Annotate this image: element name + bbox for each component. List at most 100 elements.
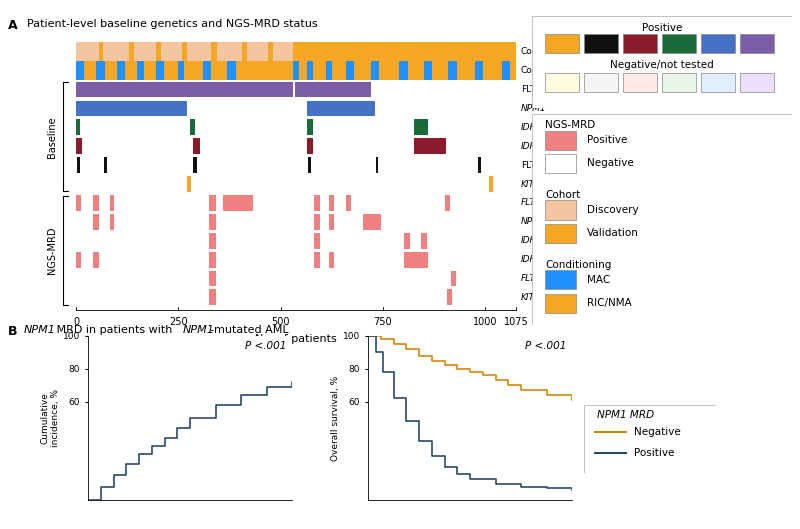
Bar <box>295 81 370 97</box>
Bar <box>623 34 657 53</box>
Text: NPM1: NPM1 <box>24 325 56 335</box>
Bar <box>329 214 334 230</box>
Bar <box>421 233 426 249</box>
Bar <box>156 42 161 61</box>
Y-axis label: Cumulative
incidence, %: Cumulative incidence, % <box>41 389 60 447</box>
Bar <box>194 157 197 173</box>
Text: No. of patients: No. of patients <box>255 334 337 344</box>
Text: MRD in patients with: MRD in patients with <box>53 325 176 335</box>
Bar <box>701 74 734 92</box>
Text: KIT: KIT <box>521 179 535 188</box>
Text: NGS-MRD: NGS-MRD <box>545 120 595 130</box>
Bar <box>545 270 576 289</box>
Text: FLT3-TKD: FLT3-TKD <box>521 274 562 283</box>
Text: IDH2: IDH2 <box>521 142 543 151</box>
Bar <box>93 195 99 211</box>
Bar <box>190 120 194 135</box>
Text: Conditioning: Conditioning <box>521 66 578 75</box>
Bar <box>164 61 178 80</box>
Text: 750: 750 <box>374 317 392 327</box>
Bar <box>98 42 102 61</box>
Text: Cohort: Cohort <box>521 47 551 56</box>
Bar <box>545 34 578 53</box>
Text: P <.001: P <.001 <box>525 341 566 351</box>
Text: NGS-MRD: NGS-MRD <box>47 226 57 274</box>
Bar <box>242 42 247 61</box>
Text: NPM1: NPM1 <box>182 325 214 335</box>
Bar <box>701 34 734 53</box>
Bar <box>185 61 203 80</box>
Text: NPM1 MRD: NPM1 MRD <box>597 410 654 420</box>
Bar <box>623 74 657 92</box>
Text: FLT3-TKD: FLT3-TKD <box>521 161 562 170</box>
Bar <box>110 195 114 211</box>
Text: FLT3-ITD: FLT3-ITD <box>521 198 560 207</box>
Text: Cohort: Cohort <box>545 190 580 200</box>
Bar <box>432 61 449 80</box>
Bar <box>76 81 293 97</box>
Bar <box>314 61 326 80</box>
Bar <box>308 157 311 173</box>
Bar <box>404 233 410 249</box>
Bar <box>362 214 381 230</box>
Text: 1075: 1075 <box>504 317 528 327</box>
Bar <box>209 233 216 249</box>
Bar <box>354 61 370 80</box>
Bar <box>478 157 482 173</box>
Text: FLT3-ITD: FLT3-ITD <box>521 85 559 94</box>
Bar <box>209 214 216 230</box>
Bar <box>490 176 494 192</box>
Text: 0: 0 <box>73 317 79 327</box>
Bar <box>307 138 314 154</box>
Bar <box>293 42 516 61</box>
Bar <box>110 214 114 230</box>
Bar <box>457 61 475 80</box>
Text: P <.001: P <.001 <box>245 341 286 351</box>
Text: Negative: Negative <box>586 159 634 168</box>
Bar <box>105 61 117 80</box>
Bar <box>307 101 374 116</box>
Bar <box>379 61 399 80</box>
Bar <box>545 154 576 173</box>
Bar <box>376 157 378 173</box>
Bar <box>584 34 618 53</box>
Bar <box>209 270 216 286</box>
Bar <box>209 289 216 305</box>
Bar <box>483 61 502 80</box>
Text: Validation: Validation <box>586 229 638 238</box>
Bar <box>211 61 227 80</box>
Text: IDH2: IDH2 <box>521 255 543 264</box>
Bar <box>314 195 320 211</box>
Text: Discovery: Discovery <box>586 205 638 215</box>
Bar <box>545 74 578 92</box>
Bar <box>76 138 82 154</box>
Bar <box>76 252 81 268</box>
Bar <box>182 42 187 61</box>
Bar <box>510 61 516 80</box>
Bar <box>329 195 334 211</box>
Text: Patient-level baseline genetics and NGS-MRD status: Patient-level baseline genetics and NGS-… <box>20 19 318 29</box>
Bar <box>740 34 774 53</box>
Bar <box>76 120 80 135</box>
Text: 250: 250 <box>169 317 188 327</box>
Text: Positive: Positive <box>586 135 627 145</box>
Text: B: B <box>8 325 18 339</box>
Bar <box>236 61 293 80</box>
Text: Negative: Negative <box>634 427 681 437</box>
Bar <box>346 195 351 211</box>
Bar <box>222 195 253 211</box>
Bar <box>211 42 218 61</box>
Bar <box>329 252 334 268</box>
Bar <box>307 120 314 135</box>
Text: Baseline: Baseline <box>47 116 57 158</box>
Bar <box>445 195 450 211</box>
Bar <box>545 294 576 313</box>
Bar <box>125 61 138 80</box>
Bar <box>84 61 97 80</box>
Text: -mutated AML: -mutated AML <box>210 325 289 335</box>
Text: KIT: KIT <box>521 293 535 302</box>
Bar <box>76 195 81 211</box>
Text: RIC/NMA: RIC/NMA <box>586 298 631 308</box>
Bar <box>187 176 190 192</box>
Bar <box>662 74 696 92</box>
